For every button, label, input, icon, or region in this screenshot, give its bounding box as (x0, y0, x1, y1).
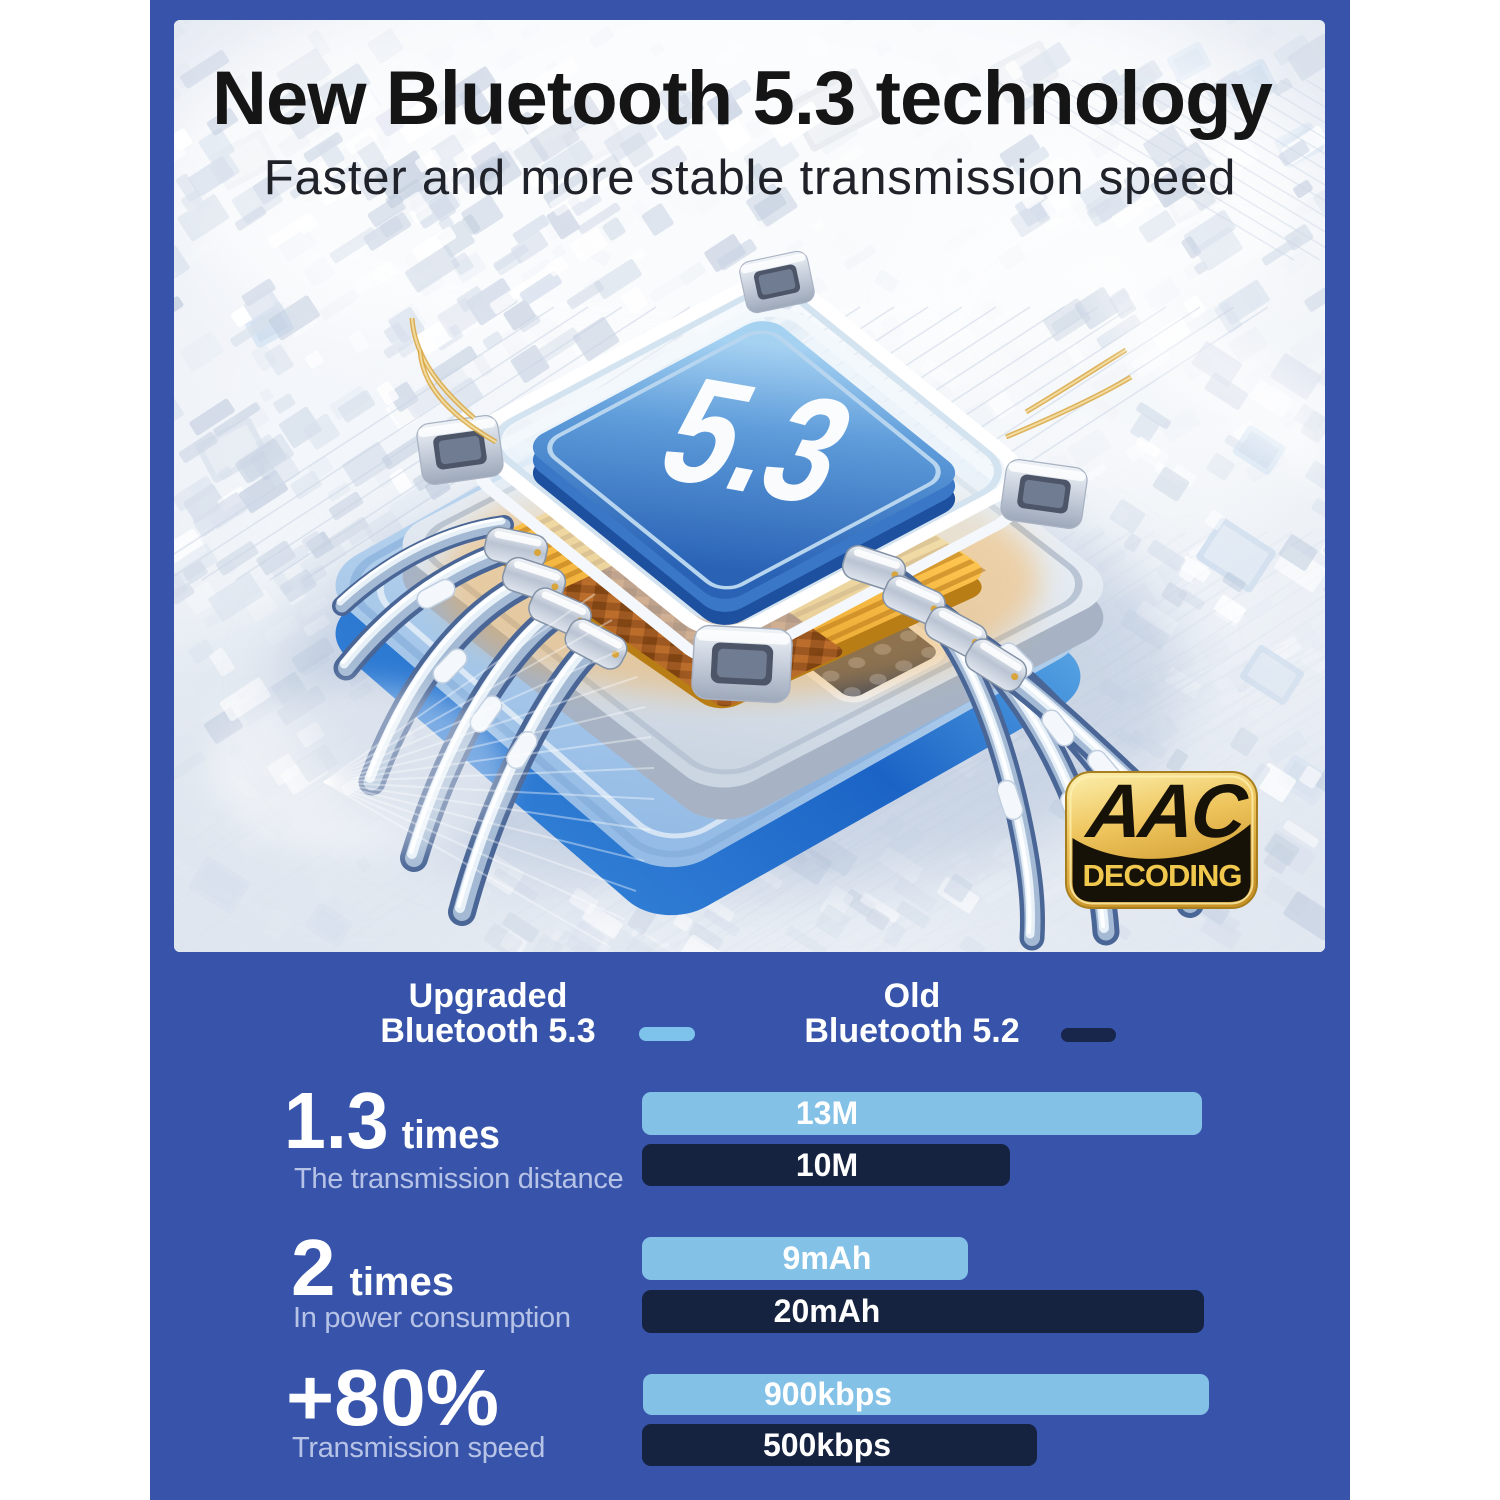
svg-text:AAC: AAC (1081, 769, 1251, 854)
svg-text:DECODING: DECODING (1082, 858, 1241, 893)
